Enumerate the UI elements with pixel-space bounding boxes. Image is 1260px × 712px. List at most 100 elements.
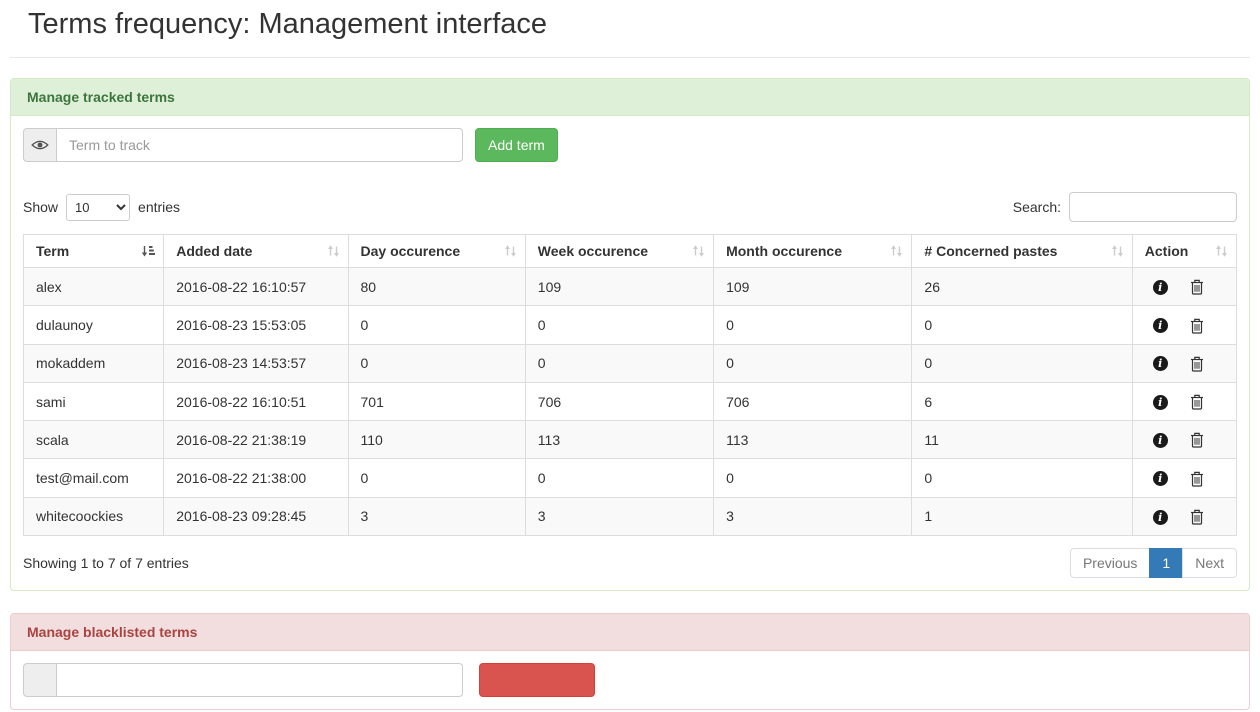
cell-term: scala: [22, 420, 165, 460]
column-header-term[interactable]: Term: [22, 234, 165, 268]
entries-label: entries: [138, 199, 181, 215]
cell-concerned-pastes: 26: [911, 266, 1133, 307]
cell-added-date: 2016-08-22 16:10:51: [163, 381, 349, 422]
cell-term: whitecoockies: [22, 496, 165, 537]
info-icon[interactable]: i: [1152, 318, 1168, 334]
column-label: Action: [1144, 243, 1189, 259]
cell-month-occurence: 0: [713, 305, 913, 345]
trash-icon[interactable]: [1190, 279, 1204, 295]
cell-concerned-pastes: 6: [911, 381, 1133, 422]
cell-day-occurence: 0: [347, 343, 526, 383]
cell-month-occurence: 3: [713, 496, 913, 537]
sort-both-icon: [1111, 245, 1124, 258]
cell-day-occurence: 0: [347, 305, 526, 345]
sort-asc-icon: [141, 245, 156, 258]
page-length-control: Show 10 entries: [23, 193, 181, 221]
cell-week-occurence: 113: [524, 420, 715, 460]
blacklist-input-group: [23, 663, 463, 698]
trash-icon[interactable]: [1190, 318, 1204, 334]
cell-added-date: 2016-08-22 21:38:19: [163, 420, 349, 460]
trash-icon[interactable]: [1190, 394, 1204, 410]
cell-added-date: 2016-08-22 21:38:00: [163, 458, 349, 498]
column-label: Added date: [176, 243, 253, 259]
table-row: dulaunoy 2016-08-23 15:53:05 0 0 0 0 i: [22, 305, 1238, 345]
trash-icon[interactable]: [1190, 356, 1204, 372]
cell-month-occurence: 0: [713, 343, 913, 383]
cell-week-occurence: 0: [524, 343, 715, 383]
cell-action: i: [1131, 496, 1238, 537]
sort-both-icon: [1215, 245, 1228, 258]
cell-action: i: [1131, 381, 1238, 422]
cell-action: i: [1131, 420, 1238, 460]
info-icon[interactable]: i: [1152, 432, 1168, 448]
blacklisted-terms-panel-body: [11, 651, 1249, 709]
trash-icon[interactable]: [1190, 432, 1204, 449]
cell-day-occurence: 701: [347, 381, 526, 422]
search-control: Search:: [1013, 192, 1237, 222]
cell-concerned-pastes: 0: [911, 458, 1133, 498]
cell-day-occurence: 110: [347, 420, 526, 460]
column-header-month-occurence[interactable]: Month occurence: [713, 234, 913, 268]
cell-concerned-pastes: 11: [911, 420, 1133, 460]
table-row: test@mail.com 2016-08-22 21:38:00 0 0 0 …: [22, 458, 1238, 498]
table-info-text: Showing 1 to 7 of 7 entries: [23, 555, 189, 572]
pagination: Previous 1 Next: [1069, 548, 1237, 579]
cell-action: i: [1131, 266, 1238, 307]
column-header-day-occurence[interactable]: Day occurence: [347, 234, 526, 268]
cell-term: alex: [22, 266, 165, 307]
table-row: alex 2016-08-22 16:10:57 80 109 109 26 i: [22, 266, 1238, 307]
sort-both-icon: [504, 245, 517, 258]
cell-concerned-pastes: 0: [911, 343, 1133, 383]
blacklist-term-input[interactable]: [56, 663, 463, 698]
column-label: Week occurence: [537, 243, 649, 259]
pagination-next[interactable]: Next: [1182, 548, 1237, 579]
cell-day-occurence: 3: [347, 496, 526, 537]
tracked-terms-table: Term: [22, 234, 1238, 537]
cell-action: i: [1131, 305, 1238, 345]
column-header-added-date[interactable]: Added date: [163, 234, 349, 268]
cell-month-occurence: 113: [713, 420, 913, 460]
cell-week-occurence: 3: [524, 496, 715, 537]
tracked-terms-panel-header: Manage tracked terms: [11, 79, 1249, 116]
pagination-page-1[interactable]: 1: [1149, 548, 1184, 579]
cell-month-occurence: 706: [713, 381, 913, 422]
terms-table-body: alex 2016-08-22 16:10:57 80 109 109 26 i…: [22, 266, 1238, 537]
cell-month-occurence: 109: [713, 266, 913, 307]
table-row: whitecoockies 2016-08-23 09:28:45 3 3 3 …: [22, 496, 1238, 537]
cell-day-occurence: 0: [347, 458, 526, 498]
info-icon[interactable]: i: [1152, 471, 1168, 487]
column-header-week-occurence[interactable]: Week occurence: [524, 234, 715, 268]
info-icon[interactable]: i: [1152, 356, 1168, 372]
table-header-row: Term: [22, 234, 1238, 268]
cell-concerned-pastes: 0: [911, 305, 1133, 345]
search-input[interactable]: [1069, 192, 1237, 222]
cell-action: i: [1131, 458, 1238, 498]
page-length-select[interactable]: 10: [66, 193, 131, 221]
cell-term: test@mail.com: [22, 458, 165, 498]
table-row: mokaddem 2016-08-23 14:53:57 0 0 0 0 i: [22, 343, 1238, 383]
cell-added-date: 2016-08-23 09:28:45: [163, 496, 349, 537]
column-label: # Concerned pastes: [924, 243, 1058, 259]
blacklisted-terms-panel-header: Manage blacklisted terms: [11, 614, 1249, 652]
info-icon[interactable]: i: [1152, 279, 1168, 295]
column-label: Month occurence: [726, 243, 842, 259]
table-row: sami 2016-08-22 16:10:51 701 706 706 6 i: [22, 381, 1238, 422]
term-to-track-input[interactable]: [56, 128, 463, 162]
trash-icon[interactable]: [1190, 509, 1204, 525]
pagination-previous[interactable]: Previous: [1069, 548, 1151, 579]
eye-icon: [23, 128, 57, 162]
cell-added-date: 2016-08-23 14:53:57: [163, 343, 349, 383]
page-title: Terms frequency: Management interface: [28, 8, 548, 40]
blacklist-term-button[interactable]: [479, 663, 595, 698]
column-header-concerned-pastes[interactable]: # Concerned pastes: [911, 234, 1133, 268]
column-header-action[interactable]: Action: [1131, 234, 1238, 268]
cell-added-date: 2016-08-23 15:53:05: [163, 305, 349, 345]
info-icon[interactable]: i: [1152, 509, 1168, 525]
cell-action: i: [1131, 343, 1238, 383]
title-divider: [10, 57, 1250, 58]
cell-added-date: 2016-08-22 16:10:57: [163, 266, 349, 307]
info-icon[interactable]: i: [1152, 394, 1168, 410]
show-label: Show: [23, 199, 59, 215]
trash-icon[interactable]: [1190, 471, 1204, 487]
add-term-button[interactable]: Add term: [475, 128, 558, 162]
